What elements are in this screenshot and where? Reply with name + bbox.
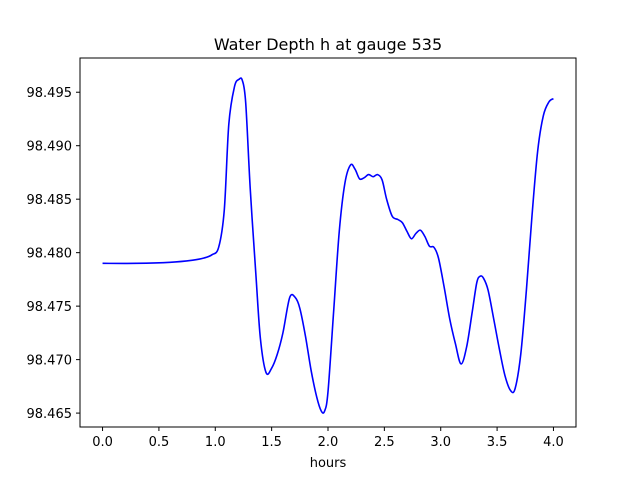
plot-area	[102, 77, 554, 414]
x-tick-label: 0.0	[92, 435, 113, 450]
y-tick-label: 98.485	[27, 193, 73, 208]
x-tick-label: 0.5	[149, 435, 170, 450]
x-tick-label: 4.0	[543, 435, 564, 450]
y-tick-label: 98.470	[27, 354, 73, 369]
y-tick-label: 98.495	[27, 86, 73, 101]
y-tick-label: 98.465	[27, 407, 73, 422]
x-axis: 0.0 0.5 1.0 1.5 2.0 2.5 3.0 3.5 4.0	[92, 427, 564, 450]
y-tick-label: 98.475	[27, 300, 73, 315]
water-depth-line	[102, 77, 554, 414]
y-tick-label: 98.480	[27, 247, 73, 262]
x-tick-label: 2.0	[318, 435, 339, 450]
chart-title: Water Depth h at gauge 535	[214, 35, 442, 54]
x-tick-label: 1.5	[261, 435, 282, 450]
y-tick-label: 98.490	[27, 140, 73, 155]
y-axis: 98.465 98.470 98.475 98.480 98.485 98.490 98.4…	[27, 86, 80, 422]
x-axis-label: hours	[310, 456, 347, 471]
x-tick-label: 2.5	[374, 435, 395, 450]
x-tick-label: 1.0	[205, 435, 226, 450]
axes-frame	[79, 57, 577, 428]
x-tick-label: 3.0	[430, 435, 451, 450]
x-tick-label: 3.5	[487, 435, 508, 450]
